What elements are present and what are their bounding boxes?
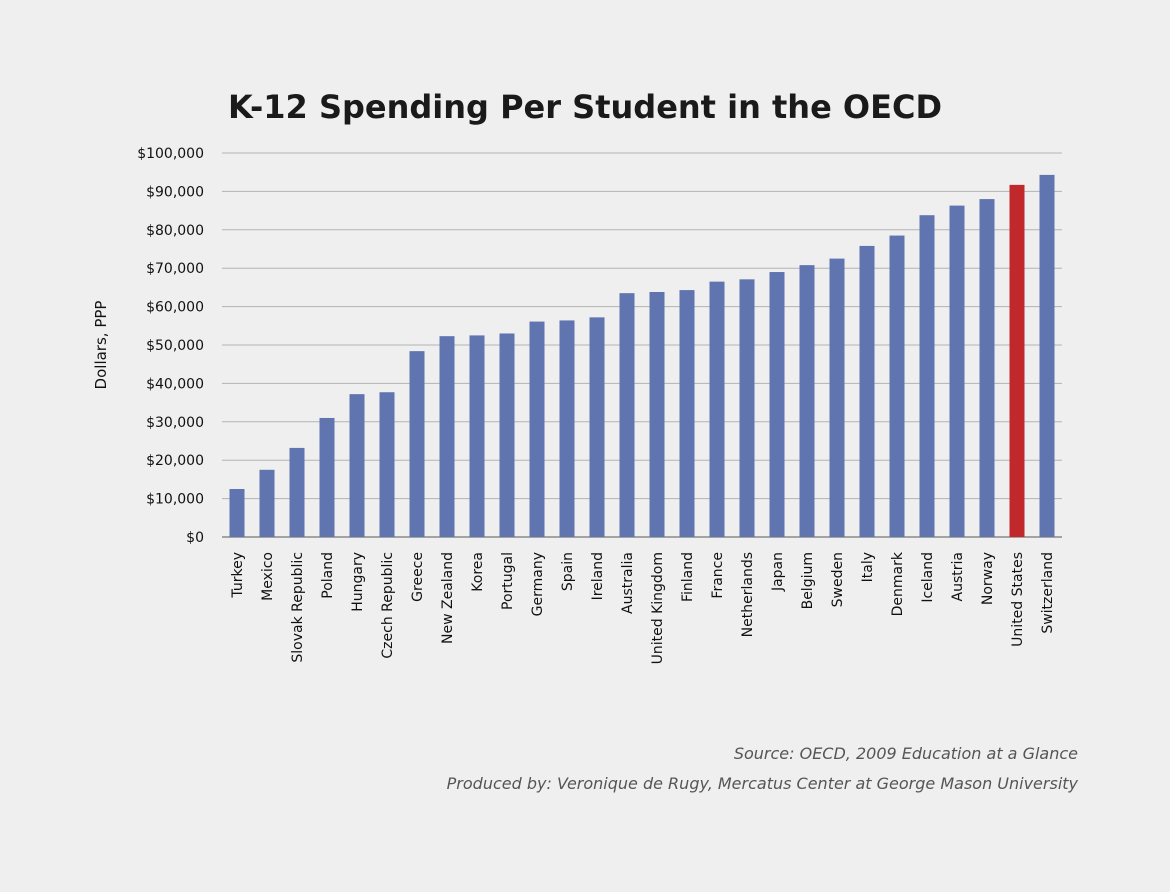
bars [229, 174, 1055, 538]
x-tick-label: Netherlands [740, 552, 756, 637]
x-tick-label: Sweden [830, 552, 846, 607]
x-tick-label: Switzerland [1040, 552, 1056, 634]
bar [409, 351, 425, 537]
bar [529, 321, 545, 537]
y-axis-label: Dollars, PPP [92, 301, 110, 390]
y-tick-label: $40,000 [146, 376, 204, 392]
x-tick-label: Austria [950, 552, 966, 601]
bar [439, 336, 455, 537]
bar [889, 235, 905, 537]
y-tick-label: $20,000 [146, 453, 204, 469]
y-tick-label: $70,000 [146, 261, 204, 277]
bar [379, 392, 395, 537]
y-tick-label: $60,000 [146, 300, 204, 316]
bar [1009, 184, 1025, 537]
bar [589, 317, 605, 537]
bar [649, 292, 665, 537]
x-tick-label: Greece [410, 552, 426, 602]
x-tick-label: Ireland [590, 552, 606, 600]
y-tick-label: $80,000 [146, 223, 204, 239]
bar [919, 215, 935, 537]
y-tick-label: $90,000 [146, 184, 204, 200]
y-tick-label: $10,000 [146, 492, 204, 508]
x-tick-label: Mexico [260, 552, 276, 601]
y-axis-ticks: $0 $10,000 $20,000 $30,000 $40,000 $50,000 $60… [137, 146, 204, 546]
x-tick-label: Czech Republic [380, 552, 396, 659]
x-axis-labels: Turkey Mexico Slovak Republic Poland Hungary… [230, 551, 1056, 664]
x-tick-label: Korea [470, 552, 486, 592]
bar [1039, 174, 1055, 537]
x-tick-label: Spain [560, 552, 576, 591]
bar [349, 394, 365, 537]
grid-lines [222, 152, 1062, 538]
bar [259, 469, 275, 537]
bar [799, 265, 815, 537]
x-tick-label: Turkey [230, 552, 246, 599]
bar [829, 258, 845, 537]
x-tick-label: Norway [980, 552, 996, 605]
x-tick-label: Iceland [920, 552, 936, 603]
bar [949, 205, 965, 537]
chart-title: K-12 Spending Per Student in the OECD [227, 88, 943, 126]
bar [619, 293, 635, 537]
bar [229, 489, 245, 537]
bar [979, 199, 995, 537]
x-tick-label: Portugal [500, 552, 516, 610]
x-tick-label: Germany [530, 552, 546, 616]
x-tick-label: Australia [620, 552, 636, 614]
bar [769, 272, 785, 537]
y-tick-label: $50,000 [146, 338, 204, 354]
y-tick-label: $100,000 [137, 146, 204, 162]
x-tick-label: France [710, 552, 726, 599]
bar [559, 320, 575, 537]
bar [739, 279, 755, 537]
bar [469, 335, 485, 537]
x-tick-label: Belgium [800, 552, 816, 609]
y-tick-label: $30,000 [146, 415, 204, 431]
x-tick-label: Japan [770, 552, 786, 592]
bar [289, 447, 305, 537]
source-note: Source: OECD, 2009 Education at a Glance [733, 744, 1078, 763]
x-tick-label: Poland [320, 552, 336, 599]
bar [709, 281, 725, 537]
x-tick-label: Slovak Republic [290, 552, 306, 663]
x-tick-label: Italy [860, 552, 876, 582]
x-tick-label: Finland [680, 552, 696, 602]
x-tick-label: Denmark [890, 551, 906, 616]
bar [319, 417, 335, 537]
x-tick-label: Hungary [350, 552, 366, 612]
bar [499, 333, 515, 537]
y-tick-label: $0 [186, 530, 204, 546]
bar [679, 290, 695, 537]
x-tick-label: United Kingdom [650, 552, 666, 664]
producer-note: Produced by: Veronique de Rugy, Mercatus… [446, 774, 1078, 793]
x-tick-label: New Zealand [440, 552, 456, 644]
bar [859, 245, 875, 538]
x-tick-label: United States [1010, 552, 1026, 647]
